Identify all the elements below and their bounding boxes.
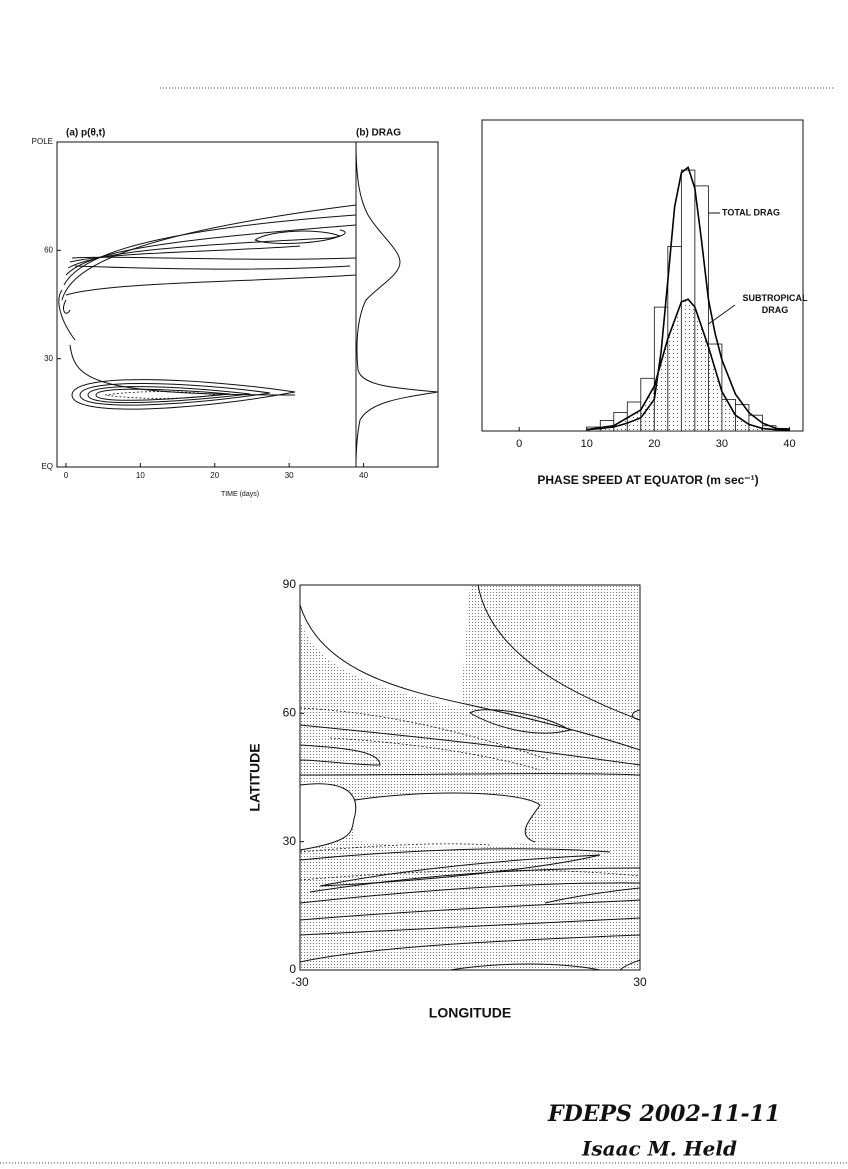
legend-label: TOTAL DRAG [722,207,780,217]
x-tick-label: 20 [648,438,660,450]
x-axis-label: LONGITUDE [429,1005,511,1021]
x-tick-label: 10 [136,471,145,480]
line [586,298,790,432]
panel-a-contours [56,141,439,468]
y-tick-label: 30 [44,354,53,363]
legend-label: SUBTROPICAL DRAG [742,293,808,315]
x-tick-label: -30 [291,975,309,989]
x-tick-label: 30 [285,471,294,480]
area [586,299,790,431]
x-tick-label: 30 [716,438,728,450]
y-tick-label: 0 [289,962,296,976]
x-tick-label: 20 [210,471,219,480]
y-tick-label: EQ [41,462,53,471]
x-tick-label: 0 [64,471,69,480]
x-tick-label: 40 [783,438,795,450]
x-tick-label: 10 [581,438,593,450]
footer-line: FDEPS 2002-11-11 [547,1101,780,1127]
x-tick-label: 40 [359,471,368,480]
x-axis-label: PHASE SPEED AT EQUATOR (m sec⁻¹) [537,473,758,487]
panel-label: (a) p(θ,t) [66,128,105,139]
y-tick-label: 90 [283,577,297,591]
y-axis-label: LATITUDE [247,743,263,811]
lat-lon-contours [299,584,641,971]
y-tick-label: POLE [32,137,53,146]
panel-label: (b) DRAG [356,128,401,139]
y-tick-label: 60 [283,706,297,720]
x-tick-label: 30 [633,975,647,989]
y-tick-label: 30 [283,834,297,848]
x-axis-label: TIME (days) [221,491,259,498]
x-tick-label: 0 [516,438,522,450]
footer-line: Isaac M. Held [581,1137,737,1161]
y-tick-label: 60 [44,245,53,254]
